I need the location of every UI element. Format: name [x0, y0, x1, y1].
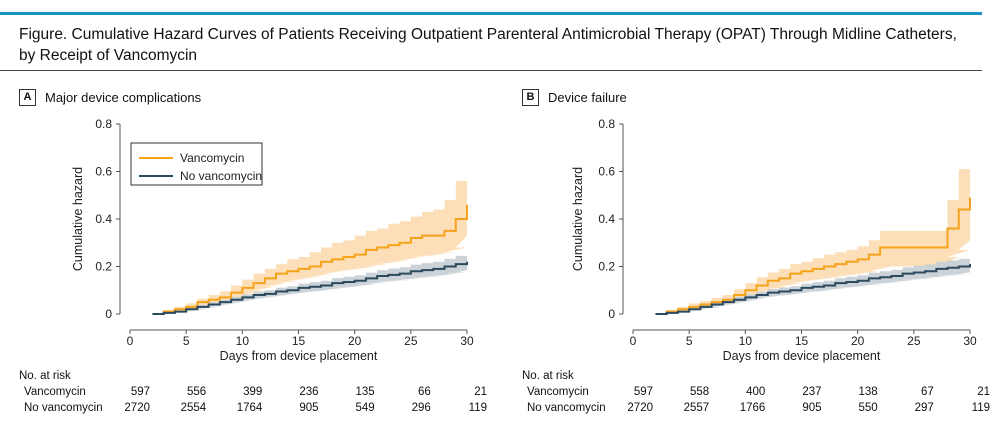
risk-cell: 1764 — [236, 402, 263, 414]
series-line-no-vancomycin — [152, 261, 468, 315]
accent-bar — [0, 12, 982, 15]
y-tick-label: 0.2 — [95, 260, 112, 274]
risk-cell: 558 — [689, 386, 710, 398]
risk-cell: 237 — [802, 386, 822, 398]
risk-row-name: Vancomycin — [24, 386, 86, 398]
risk-table-row: No vancomycin 2720 2557 1766 905 550 297 119 — [522, 402, 992, 416]
x-tick-label: 15 — [795, 334, 809, 348]
x-tick-label: 10 — [236, 334, 250, 348]
chart-panel-b: 0 0.2 0.4 0.6 0.8 Cumulative hazard 0 5 10 15 20 25… — [571, 117, 977, 363]
risk-row-name: No vancomycin — [24, 402, 103, 414]
x-tick-label: 0 — [127, 334, 134, 348]
x-tick-label: 5 — [183, 334, 190, 348]
risk-cell: 2557 — [683, 402, 710, 414]
risk-table-row: Vancomycin 597 556 399 236 135 66 21 — [19, 386, 489, 400]
title-rule — [0, 70, 982, 71]
panel-a-header: A Major device complications — [19, 89, 201, 106]
risk-cell: 119 — [971, 402, 990, 414]
y-axis-label: Cumulative hazard — [571, 167, 585, 271]
risk-cell: 2720 — [124, 402, 150, 414]
risk-cell: 135 — [355, 386, 375, 398]
y-tick-label: 0.8 — [598, 117, 615, 131]
ci-band-no-vancomycin — [152, 253, 467, 314]
risk-cell: 556 — [186, 386, 207, 398]
y-tick-label: 0.6 — [95, 165, 112, 179]
risk-cell: 297 — [914, 402, 934, 414]
y-tick-label: 0 — [105, 307, 112, 321]
y-tick-label: 0.4 — [95, 212, 112, 226]
legend-entry: No vancomycin — [180, 169, 262, 183]
panel-b-title: Device failure — [548, 90, 627, 105]
risk-cell: 21 — [474, 386, 487, 398]
x-tick-label: 0 — [630, 334, 637, 348]
series-line-vancomycin — [655, 197, 971, 315]
x-tick-label: 30 — [460, 334, 474, 348]
legend-box — [130, 142, 263, 186]
figure-title: Figure. Cumulative Hazard Curves of Pati… — [19, 24, 979, 66]
y-tick-label: 0.2 — [598, 260, 615, 274]
x-axis-label: Days from device placement — [220, 349, 378, 363]
legend: Vancomycin No vancomycin — [130, 142, 263, 186]
risk-cell: 21 — [977, 386, 990, 398]
risk-cell: 400 — [746, 386, 766, 398]
risk-cell: 2720 — [627, 402, 653, 414]
series-line-vancomycin — [152, 204, 468, 315]
risk-cell: 66 — [418, 386, 431, 398]
risk-table-row: Vancomycin 597 558 400 237 138 67 21 — [522, 386, 992, 400]
risk-cell: 905 — [802, 402, 822, 414]
x-tick-label: 30 — [963, 334, 977, 348]
risk-table-row: No vancomycin 2720 2554 1764 905 549 296 119 — [19, 402, 489, 416]
risk-row-name: Vancomycin — [527, 386, 589, 398]
x-tick-label: 25 — [404, 334, 418, 348]
risk-cell: 2554 — [180, 402, 207, 414]
x-tick-label: 20 — [348, 334, 362, 348]
risk-cell: 67 — [921, 386, 934, 398]
x-tick-label: 5 — [686, 334, 693, 348]
series-line-no-vancomycin — [655, 264, 971, 315]
risk-cell: 597 — [633, 386, 653, 398]
risk-table-label: No. at risk — [19, 370, 71, 382]
panel-a-title: Major device complications — [45, 90, 202, 105]
panel-b-letter: B — [522, 89, 539, 106]
y-tick-label: 0.8 — [95, 117, 112, 131]
risk-cell: 399 — [243, 386, 263, 398]
risk-cell: 236 — [299, 386, 319, 398]
risk-table-label: No. at risk — [522, 370, 574, 382]
legend-entry: Vancomycin — [180, 151, 244, 165]
chart-panel-a: 0 0.2 0.4 0.6 0.8 Cumulative hazard 0 5 10 15 20 25… — [71, 117, 474, 363]
x-axis-label: Days from device placement — [723, 349, 881, 363]
risk-table-b: No. at risk Vancomycin 597 558 400 237 138 67 21… — [522, 370, 992, 420]
risk-cell: 549 — [355, 402, 375, 414]
risk-cell: 296 — [411, 402, 431, 414]
risk-cell: 1766 — [739, 402, 766, 414]
y-tick-label: 0.4 — [598, 212, 615, 226]
ci-band-vancomycin — [655, 166, 970, 314]
risk-cell: 597 — [130, 386, 150, 398]
y-tick-label: 0 — [608, 307, 615, 321]
risk-cell: 138 — [858, 386, 878, 398]
figure-title-line-1: Figure. Cumulative Hazard Curves of Pati… — [19, 26, 957, 43]
x-tick-label: 15 — [292, 334, 306, 348]
risk-table-a: No. at risk Vancomycin 597 556 399 236 135 66 21… — [19, 370, 489, 420]
y-tick-label: 0.6 — [598, 165, 615, 179]
risk-cell: 550 — [858, 402, 878, 414]
panel-b-header: B Device failure — [522, 89, 627, 106]
panel-a-letter: A — [19, 89, 36, 106]
x-tick-label: 10 — [739, 334, 753, 348]
x-tick-label: 20 — [851, 334, 865, 348]
figure-title-line-2: by Receipt of Vancomycin — [19, 47, 198, 64]
risk-cell: 905 — [299, 402, 319, 414]
x-tick-label: 25 — [907, 334, 921, 348]
risk-row-name: No vancomycin — [527, 402, 606, 414]
ci-band-vancomycin — [152, 176, 467, 314]
risk-cell: 119 — [468, 402, 487, 414]
y-axis-label: Cumulative hazard — [71, 167, 85, 271]
